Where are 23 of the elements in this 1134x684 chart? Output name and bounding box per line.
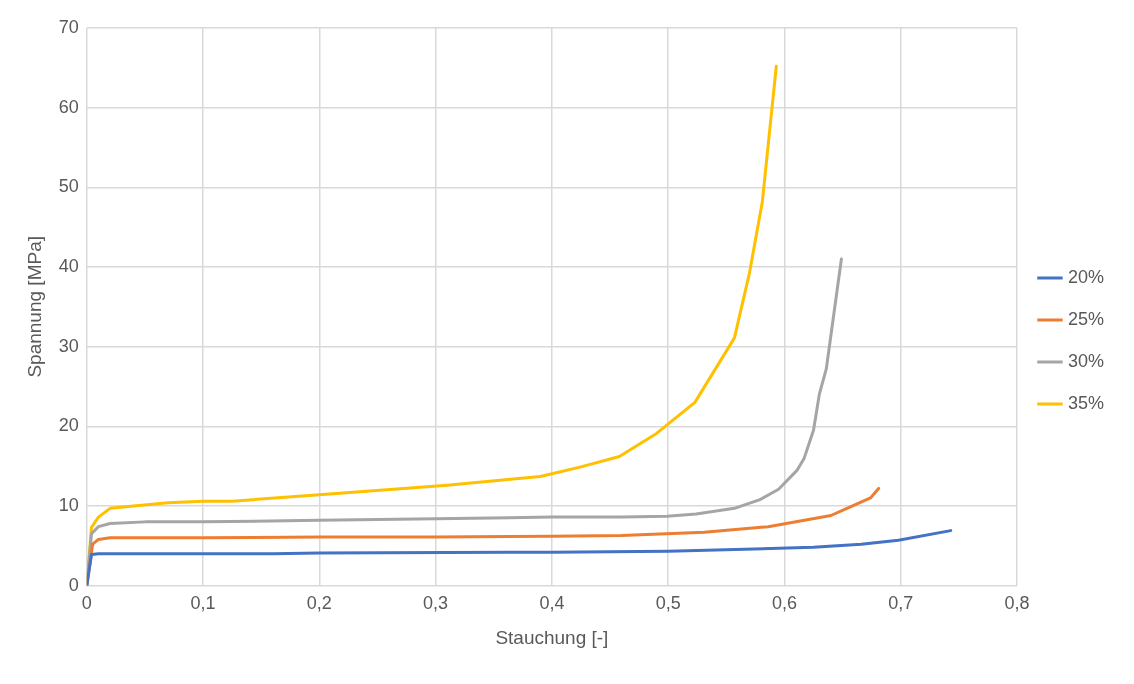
y-axis-title: Spannung [MPa] — [23, 236, 45, 378]
y-tick-label: 20 — [58, 415, 79, 436]
y-tick-label: 70 — [58, 16, 79, 37]
y-tick-label: 50 — [58, 176, 79, 197]
legend-label: 35% — [1067, 392, 1104, 413]
x-tick-label: 0,7 — [888, 593, 914, 614]
x-tick-label: 0,1 — [190, 593, 216, 614]
x-tick-label: 0,6 — [771, 593, 797, 614]
legend-label: 20% — [1067, 266, 1104, 287]
x-tick-label: 0,2 — [306, 593, 332, 614]
y-tick-label: 60 — [58, 96, 79, 117]
x-tick-label: 0,4 — [539, 593, 565, 614]
y-tick-label: 30 — [58, 335, 79, 356]
y-tick-label: 0 — [68, 574, 79, 595]
x-tick-label: 0 — [81, 593, 92, 614]
x-tick-label: 0,8 — [1004, 593, 1030, 614]
y-tick-label: 40 — [58, 255, 79, 276]
y-tick-label: 10 — [58, 494, 79, 515]
x-tick-label: 0,5 — [655, 593, 681, 614]
legend-label: 30% — [1067, 350, 1104, 371]
x-tick-label: 0,3 — [423, 593, 449, 614]
x-axis-title: Stauchung [-] — [495, 626, 609, 648]
legend-label: 25% — [1067, 308, 1104, 329]
